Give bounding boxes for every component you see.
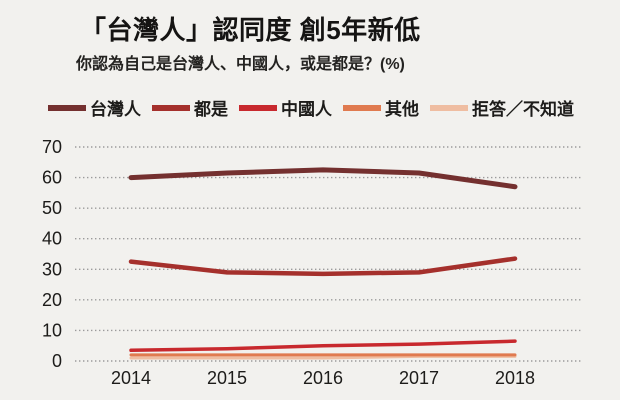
x-tick-label-2016: 2016 — [303, 368, 343, 388]
legend: 台灣人 都是 中國人 其他 拒答／不知道 — [48, 95, 585, 120]
legend-item-chinese: 中國人 — [239, 95, 332, 120]
series-line-both — [128, 256, 518, 277]
legend-item-both: 都是 — [152, 95, 228, 120]
x-tick-label-2017: 2017 — [399, 368, 439, 388]
legend-label-refused-unknown: 拒答／不知道 — [472, 100, 574, 119]
y-tick-label-70: 70 — [42, 137, 62, 157]
y-tick-label-60: 60 — [42, 168, 62, 188]
legend-label-taiwanese: 台灣人 — [90, 100, 141, 119]
legend-swatch-chinese — [239, 104, 277, 111]
x-tick-label-2015: 2015 — [207, 368, 247, 388]
chart-subtitle: 你認為自己是台灣人、中國人，或是都是？(%) — [76, 56, 405, 73]
x-tick-label-2018: 2018 — [495, 368, 535, 388]
y-tick-label-40: 40 — [42, 229, 62, 249]
legend-swatch-taiwanese — [48, 104, 86, 111]
legend-swatch-refused-unknown — [430, 104, 468, 111]
legend-swatch-both — [152, 104, 190, 111]
legend-item-other: 其他 — [343, 95, 419, 120]
legend-item-refused-unknown: 拒答／不知道 — [430, 95, 574, 120]
legend-label-chinese: 中國人 — [281, 100, 332, 119]
chart-title: 「台灣人」認同度 創5年新低 — [80, 15, 421, 45]
series-line-refused-unknown — [129, 354, 517, 360]
y-tick-label-10: 10 — [42, 320, 62, 340]
legend-swatch-other — [343, 104, 381, 111]
y-tick-label-50: 50 — [42, 198, 62, 218]
legend-label-other: 其他 — [385, 100, 419, 119]
series-line-chinese — [129, 339, 517, 353]
y-tick-label-20: 20 — [42, 290, 62, 310]
legend-label-both: 都是 — [194, 100, 228, 119]
legend-item-taiwanese: 台灣人 — [48, 95, 141, 120]
y-tick-label-30: 30 — [42, 259, 62, 279]
y-tick-label-0: 0 — [52, 351, 62, 371]
series-line-taiwanese — [128, 167, 518, 190]
x-tick-label-2014: 2014 — [111, 368, 151, 388]
